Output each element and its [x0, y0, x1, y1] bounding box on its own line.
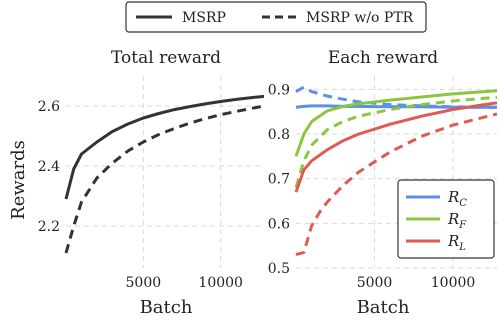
series-lines	[64, 94, 265, 254]
grid-lines	[66, 76, 264, 268]
panel-total-reward: Total reward Rewards Batch 5000 10000 2.2 2…	[8, 48, 265, 318]
legend-rl-sym: R	[447, 232, 459, 250]
legend-rl-label: RL	[447, 232, 466, 253]
x-tick-label: 5000	[126, 275, 162, 291]
x-tick-label: 5000	[357, 275, 393, 291]
component-legend: RC RF RL	[397, 179, 495, 259]
legend-rc-sym: R	[447, 188, 459, 206]
legend-rf-sym: R	[447, 210, 459, 228]
legend-rf-sub: F	[458, 220, 467, 231]
component-legend-frame	[397, 179, 495, 259]
panel-each-reward: Each reward Batch 5000 10000 0.5 0.6 0.7 0.8 0…	[268, 48, 498, 318]
x-tick-label: 10000	[198, 275, 243, 291]
panel-title-total: Total reward	[111, 48, 221, 68]
legend-rf-label: RF	[447, 210, 467, 231]
y-tick-label: 0.5	[268, 261, 290, 277]
series-line-5	[295, 112, 498, 257]
y-tick-label: 2.6	[38, 99, 60, 115]
x-tick-label: 10000	[431, 275, 476, 291]
top-legend: MSRP MSRP w/o PTR	[125, 1, 427, 33]
legend-rc-label: RC	[447, 188, 467, 209]
y-tick-label: 0.8	[268, 127, 290, 143]
y-tick-label: 0.6	[268, 216, 290, 232]
y-tick-label: 2.2	[38, 219, 60, 235]
tick-labels: 5000 10000 2.2 2.4 2.6	[38, 99, 243, 291]
series-line-2	[294, 89, 498, 157]
y-tick-label: 0.9	[268, 82, 290, 98]
series-line-4	[294, 101, 498, 193]
tick-labels: 5000 10000 0.5 0.6 0.7 0.8 0.9	[268, 82, 476, 291]
legend-label-msrp-wo-ptr: MSRP w/o PTR	[306, 10, 414, 26]
legend-rc-sub: C	[459, 198, 467, 209]
legend-rl-sub: L	[458, 242, 466, 253]
x-axis-label-left: Batch	[140, 297, 193, 318]
series-line-1	[295, 85, 497, 109]
legend-label-msrp: MSRP	[182, 10, 226, 26]
y-tick-label: 2.4	[38, 159, 60, 175]
x-axis-label-right: Batch	[357, 297, 410, 318]
panel-title-each: Each reward	[328, 48, 438, 68]
y-tick-label: 0.7	[268, 172, 290, 188]
series-line-0	[64, 94, 265, 200]
y-axis-label: Rewards	[8, 140, 29, 220]
series-line-1	[64, 104, 265, 254]
series-lines	[294, 85, 498, 257]
